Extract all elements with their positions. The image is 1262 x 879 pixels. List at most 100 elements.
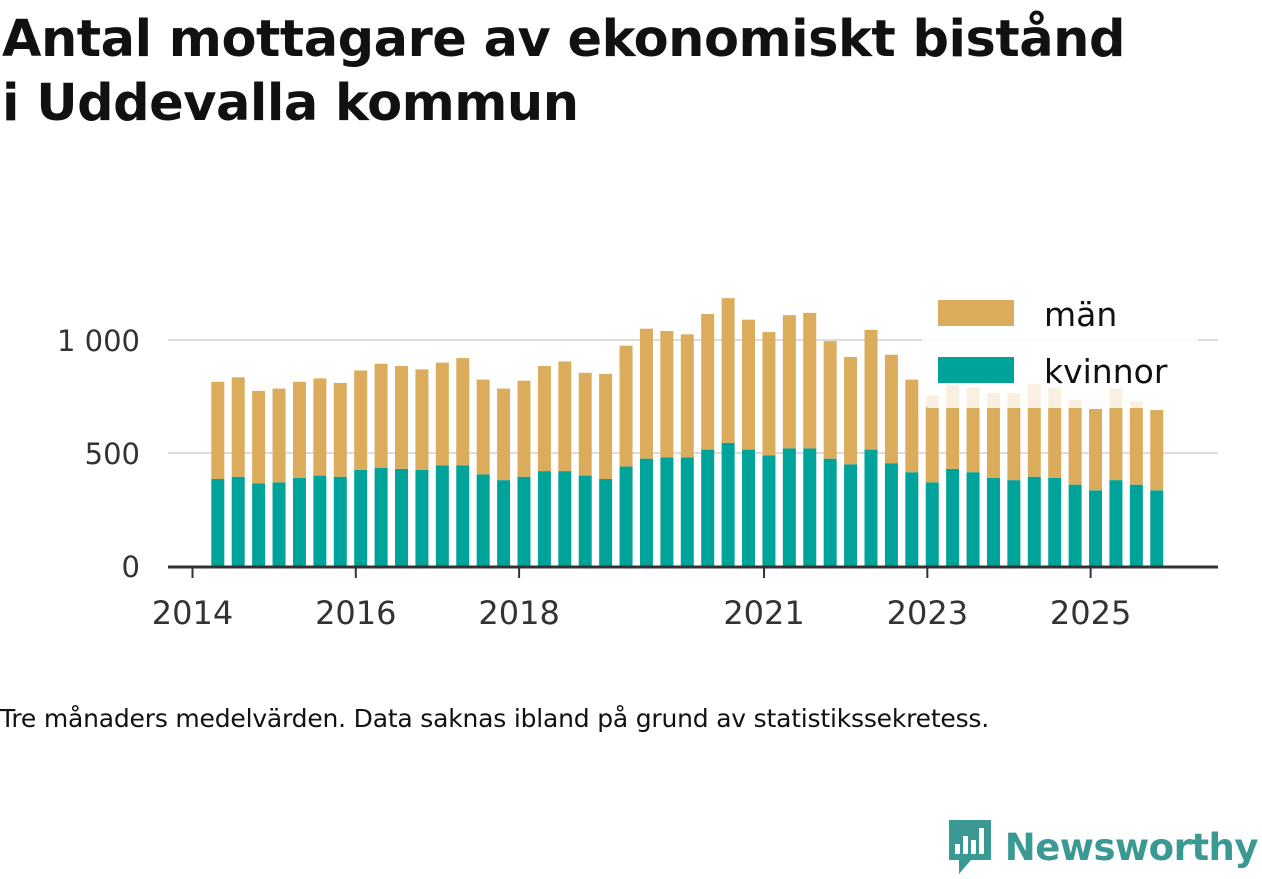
chart-title: Antal mottagare av ekonomiskt bistånd i … [2,8,1260,136]
bar-kvinnor [211,478,225,566]
bar-kvinnor [252,483,266,566]
bar-man [905,379,919,473]
bar-man [823,341,837,459]
bar-kvinnor [456,465,470,566]
bar-kvinnor [374,467,388,566]
bar-man [435,362,449,466]
bar-man [395,365,409,469]
x-tick-label: 2018 [478,594,559,632]
bar-kvinnor [1068,484,1082,566]
bar-kvinnor [231,476,245,566]
bar-man [211,381,225,479]
legend-swatch-0 [938,300,1014,326]
bar-kvinnor [292,477,306,566]
bar-kvinnor [884,463,898,566]
bar-man [925,395,939,483]
bar-kvinnor [415,469,429,566]
brand-name: Newsworthy [1004,825,1259,869]
bar-kvinnor [680,457,694,566]
bar-kvinnor [1027,476,1041,566]
bar-man [333,382,347,477]
x-tick-label: 2014 [152,594,233,632]
bar-man [517,380,531,477]
y-tick-label: 1 000 [57,324,140,358]
y-tick-label: 0 [122,550,140,584]
bar-man [619,345,633,467]
bar-man [313,378,327,476]
chart-title-line-1: Antal mottagare av ekonomiskt bistånd [2,10,1126,69]
bar-kvinnor [333,476,347,566]
newsworthy-logo-icon [948,820,991,874]
stacked-bar-chart: 0 500 1 000 2014 2016 2018 2021 2023 2025 män kvi… [56,292,1218,632]
bar-man [966,387,980,473]
bar-man [742,319,756,450]
bar-kvinnor [517,476,531,566]
bar-kvinnor [1048,477,1062,566]
bars [211,298,1164,566]
bar-man [456,358,470,466]
x-tick-label: 2025 [1050,594,1131,632]
bar-man [701,314,715,450]
bar-man [762,332,776,456]
bar-man [1007,393,1021,481]
legend: män kvinnor [922,292,1198,408]
bar-kvinnor [476,474,490,566]
legend-label-0: män [1044,295,1117,334]
bar-kvinnor [558,471,572,566]
bar-man [1150,410,1164,491]
bar-man [252,390,266,484]
bar-kvinnor [946,468,960,566]
bar-man [537,365,551,472]
bar-kvinnor [844,464,858,566]
bar-man [476,379,490,475]
bar-man [986,393,1000,478]
bar-kvinnor [497,480,511,566]
bar-man [578,372,592,476]
bar-man [354,370,368,470]
bar-kvinnor [782,448,796,566]
bar-kvinnor [823,458,837,566]
bar-kvinnor [313,475,327,566]
bar-man [1048,387,1062,478]
bar-kvinnor [986,477,1000,566]
x-tick-label: 2021 [723,594,804,632]
bar-man [680,334,694,458]
bar-kvinnor [537,471,551,566]
bar-man [1068,399,1082,485]
bar-man [864,329,878,450]
bar-man [497,388,511,481]
x-tick-label: 2023 [887,594,968,632]
footnote: Tre månaders medelvärden. Data saknas ib… [0,704,989,733]
chart-title-line-2: i Uddevalla kommun [2,74,579,133]
bar-man [1129,401,1143,485]
bar-kvinnor [1150,490,1164,566]
x-tick-label: 2016 [315,594,396,632]
bar-man [374,363,388,468]
bar-kvinnor [803,448,817,566]
bar-kvinnor [742,449,756,566]
bar-kvinnor [599,478,613,566]
bar-kvinnor [395,468,409,566]
bar-man [660,330,674,458]
bar-man [844,356,858,465]
bar-man [292,381,306,478]
bar-kvinnor [864,449,878,566]
bar-kvinnor [721,442,735,566]
bar-man [1089,408,1103,491]
bar-kvinnor [1129,484,1143,566]
legend-swatch-1 [938,357,1014,383]
bar-man [884,354,898,464]
legend-label-1: kvinnor [1044,352,1168,391]
bar-kvinnor [701,449,715,566]
bar-man [599,373,613,479]
bar-kvinnor [1007,480,1021,566]
bar-kvinnor [1089,490,1103,566]
bar-man [782,315,796,449]
bar-kvinnor [925,482,939,566]
bar-kvinnor [762,455,776,566]
y-tick-label: 500 [85,437,140,471]
brand-logo: Newsworthy [945,816,1259,878]
bar-kvinnor [905,472,919,566]
bar-kvinnor [639,458,653,566]
bar-man [272,388,286,483]
